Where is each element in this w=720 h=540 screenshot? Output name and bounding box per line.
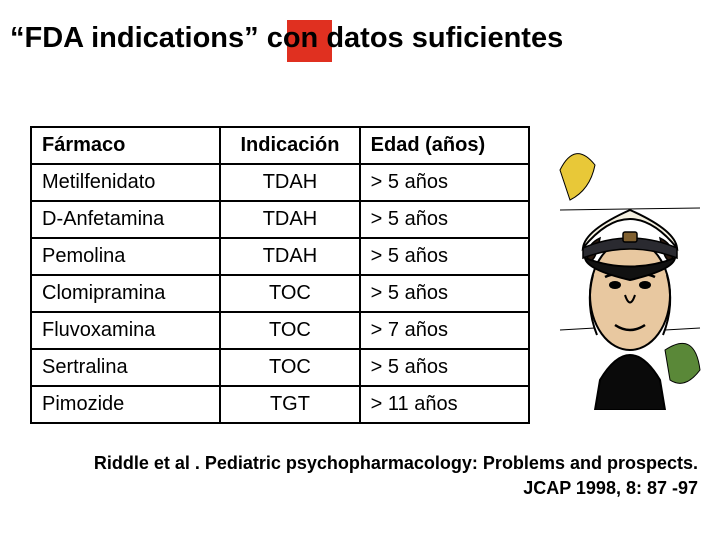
table-row: D-AnfetaminaTDAH> 5 años: [31, 201, 529, 238]
cell-age: > 7 años: [360, 312, 529, 349]
drug-table-container: Fármaco Indicación Edad (años) Metilfeni…: [30, 126, 530, 424]
cell-indication: TOC: [220, 275, 359, 312]
cell-indication: TOC: [220, 312, 359, 349]
table-row: MetilfenidatoTDAH> 5 años: [31, 164, 529, 201]
cell-age: > 5 años: [360, 275, 529, 312]
header-age: Edad (años): [360, 127, 529, 164]
drug-table: Fármaco Indicación Edad (años) Metilfeni…: [30, 126, 530, 424]
citation-line2: JCAP 1998, 8: 87 -97: [94, 476, 698, 500]
cell-drug: Metilfenidato: [31, 164, 220, 201]
cell-age: > 5 años: [360, 238, 529, 275]
sailor-illustration: [555, 130, 705, 410]
cell-age: > 5 años: [360, 164, 529, 201]
table-row: SertralinaTOC> 5 años: [31, 349, 529, 386]
cell-drug: D-Anfetamina: [31, 201, 220, 238]
header-drug: Fármaco: [31, 127, 220, 164]
cell-age: > 11 años: [360, 386, 529, 423]
cell-indication: TOC: [220, 349, 359, 386]
citation: Riddle et al . Pediatric psychopharmacol…: [94, 451, 698, 500]
cell-age: > 5 años: [360, 201, 529, 238]
slide-title: “FDA indications” con datos suficientes: [10, 22, 563, 55]
cell-drug: Fluvoxamina: [31, 312, 220, 349]
cell-indication: TDAH: [220, 164, 359, 201]
header-indication: Indicación: [220, 127, 359, 164]
cell-indication: TGT: [220, 386, 359, 423]
table-header-row: Fármaco Indicación Edad (años): [31, 127, 529, 164]
cell-indication: TDAH: [220, 238, 359, 275]
table-row: PimozideTGT> 11 años: [31, 386, 529, 423]
table-row: PemolinaTDAH> 5 años: [31, 238, 529, 275]
cell-drug: Sertralina: [31, 349, 220, 386]
cell-drug: Pimozide: [31, 386, 220, 423]
table-row: ClomipraminaTOC> 5 años: [31, 275, 529, 312]
cell-age: > 5 años: [360, 349, 529, 386]
citation-line1: Riddle et al . Pediatric psychopharmacol…: [94, 451, 698, 475]
cell-drug: Clomipramina: [31, 275, 220, 312]
cell-drug: Pemolina: [31, 238, 220, 275]
table-row: FluvoxaminaTOC> 7 años: [31, 312, 529, 349]
cell-indication: TDAH: [220, 201, 359, 238]
